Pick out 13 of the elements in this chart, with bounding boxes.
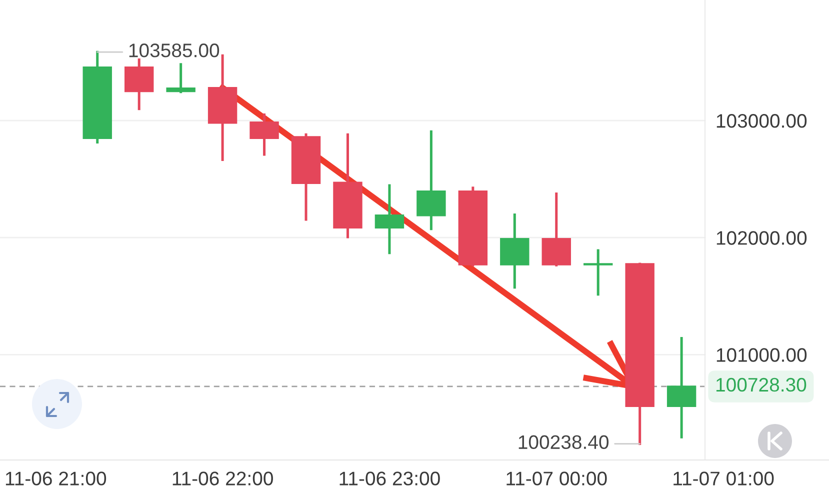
y-tick-label: 101000.00	[716, 348, 807, 362]
candlestick	[584, 249, 613, 296]
x-tick-label: 11-06 23:00	[340, 472, 440, 486]
ref-line-label: 100728.30	[716, 378, 806, 392]
x-tick-label: 11-07 01:00	[674, 472, 774, 486]
x-tick-label: 11-06 22:00	[172, 472, 273, 486]
y-tick-label: 103000.00	[716, 114, 807, 128]
candlestick	[166, 63, 196, 94]
y-tick-label: 102000.00	[716, 231, 807, 245]
annotation: 100238.40	[518, 435, 609, 450]
annotation: 103585.00	[129, 44, 220, 58]
x-tick-label: 11-06 21:00	[6, 472, 106, 486]
x-tick-label: 11-07 00:00	[506, 472, 607, 486]
